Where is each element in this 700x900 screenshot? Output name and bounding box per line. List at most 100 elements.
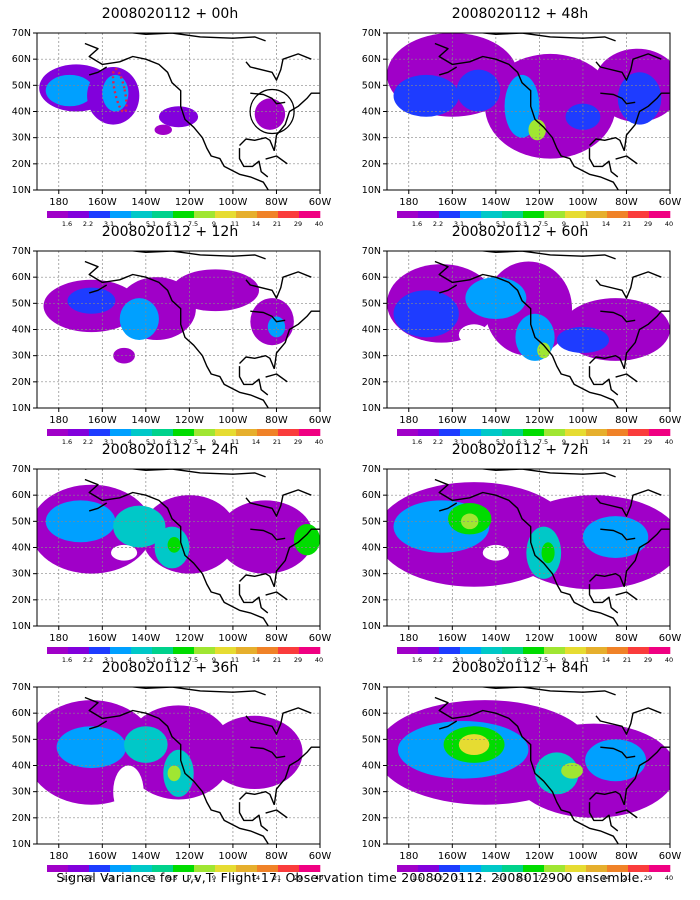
panel-title: 2008020112 + 36h	[101, 660, 239, 676]
panel-0h: 2008020112 + 00h 10N 20N 30N 40N 50N 60N 70N 180…	[0, 3, 340, 228]
colorbar-label: 3.1	[454, 220, 464, 228]
panel-36h: 2008020112 + 36h 10N 20N 30N 40N 50N 60N 70N 180…	[0, 657, 340, 882]
coastline	[434, 251, 616, 260]
colorbar-swatch	[194, 211, 216, 218]
colorbar-label: 11	[231, 220, 239, 228]
variance-region	[111, 544, 138, 561]
colorbar-swatch	[649, 429, 671, 436]
y-tick-label: 40N	[12, 543, 31, 554]
x-tick-label: 100W	[568, 851, 597, 862]
y-tick-label: 60N	[12, 490, 31, 501]
coastline	[623, 528, 670, 587]
colorbar-label: 29	[294, 874, 302, 882]
colorbar-label: 3.1	[454, 874, 464, 882]
y-tick-label: 40N	[362, 325, 381, 336]
colorbar-swatch	[215, 429, 237, 436]
x-tick-label: 140W	[131, 415, 160, 426]
colorbar-swatch	[152, 865, 174, 872]
colorbar-label: 7.5	[538, 438, 548, 446]
coastline	[623, 92, 670, 151]
panel-72h: 2008020112 + 72h 10N 20N 30N 40N 50N 60N 70N 180…	[350, 439, 690, 664]
colorbar-label: 5.1	[496, 656, 506, 664]
coastline	[434, 478, 620, 626]
y-tick-label: 30N	[362, 133, 381, 144]
variance-region	[113, 505, 166, 548]
x-tick-label: 100W	[218, 197, 247, 208]
x-tick-label: 100W	[568, 415, 597, 426]
colorbar-swatch	[502, 647, 524, 654]
coastline	[439, 66, 458, 76]
colorbar-swatch	[439, 211, 461, 218]
colorbar-swatch	[236, 429, 258, 436]
coastline	[273, 528, 320, 587]
map-plot: 10N 20N 30N 40N 50N 60N 70N 180 160W 140W 120W 100W…	[12, 246, 332, 446]
colorbar-swatch	[110, 429, 132, 436]
colorbar-swatch	[586, 211, 608, 218]
colorbar-label: 29	[644, 220, 652, 228]
colorbar-label: 7.5	[538, 656, 548, 664]
colorbar-label: 5.1	[496, 220, 506, 228]
variance-region	[154, 124, 172, 136]
colorbar-swatch	[194, 647, 216, 654]
colorbar-swatch	[565, 429, 587, 436]
y-tick-label: 40N	[362, 761, 381, 772]
colorbar-swatch	[628, 865, 650, 872]
coastline	[595, 53, 662, 81]
panel-title: 2008020112 + 24h	[101, 442, 239, 458]
coastline	[239, 355, 275, 370]
y-tick-label: 40N	[12, 761, 31, 772]
colorbar-label: 1.6	[412, 438, 422, 446]
colorbar-swatch	[418, 865, 440, 872]
colorbar-label: 29	[294, 438, 302, 446]
y-tick-label: 70N	[12, 246, 31, 257]
colorbar-label: 4	[128, 656, 132, 664]
coastline	[434, 687, 616, 696]
colorbar-swatch	[460, 429, 482, 436]
x-tick-label: 120W	[525, 415, 554, 426]
variance-region	[102, 74, 129, 112]
coastline	[89, 720, 108, 730]
colorbar-swatch	[89, 211, 111, 218]
coastline	[245, 53, 312, 81]
colorbar-swatch	[586, 429, 608, 436]
y-tick-label: 20N	[12, 813, 31, 824]
colorbar-swatch	[299, 865, 321, 872]
variance-region	[585, 739, 647, 782]
colorbar-label: 40	[315, 220, 323, 228]
variance-region	[537, 342, 551, 359]
variance-region	[461, 513, 479, 530]
colorbar-swatch	[173, 429, 195, 436]
colorbar-swatch	[523, 211, 545, 218]
colorbar-swatch	[523, 647, 545, 654]
colorbar-label: 9	[212, 656, 216, 664]
colorbar-swatch	[502, 211, 524, 218]
colorbar-label: 6.3	[167, 220, 177, 228]
coastline	[434, 33, 616, 42]
x-tick-label: 180	[399, 197, 418, 208]
variance-region	[458, 324, 490, 346]
variance-region	[456, 69, 501, 112]
y-tick-label: 70N	[12, 682, 31, 693]
coastline	[623, 746, 670, 805]
variance-region	[167, 537, 181, 553]
x-tick-label: 60W	[659, 197, 682, 208]
colorbar-label: 4	[478, 220, 482, 228]
x-tick-label: 80W	[615, 633, 638, 644]
x-tick-label: 160W	[438, 197, 467, 208]
variance-region	[45, 500, 116, 543]
colorbar-label: 4	[478, 874, 482, 882]
coastline	[600, 310, 636, 323]
colorbar-label: 1.6	[62, 220, 72, 228]
y-tick-label: 10N	[362, 185, 381, 196]
colorbar-label: 6.3	[167, 438, 177, 446]
x-tick-label: 120W	[525, 633, 554, 644]
y-tick-label: 50N	[362, 734, 381, 745]
colorbar-swatch	[131, 429, 153, 436]
panel-title: 2008020112 + 60h	[451, 224, 589, 240]
y-tick-label: 30N	[362, 351, 381, 362]
colorbar-swatch	[544, 647, 566, 654]
colorbar-swatch	[418, 211, 440, 218]
colorbar-label: 40	[315, 438, 323, 446]
colorbar-label: 40	[665, 438, 673, 446]
colorbar-label: 4	[478, 438, 482, 446]
